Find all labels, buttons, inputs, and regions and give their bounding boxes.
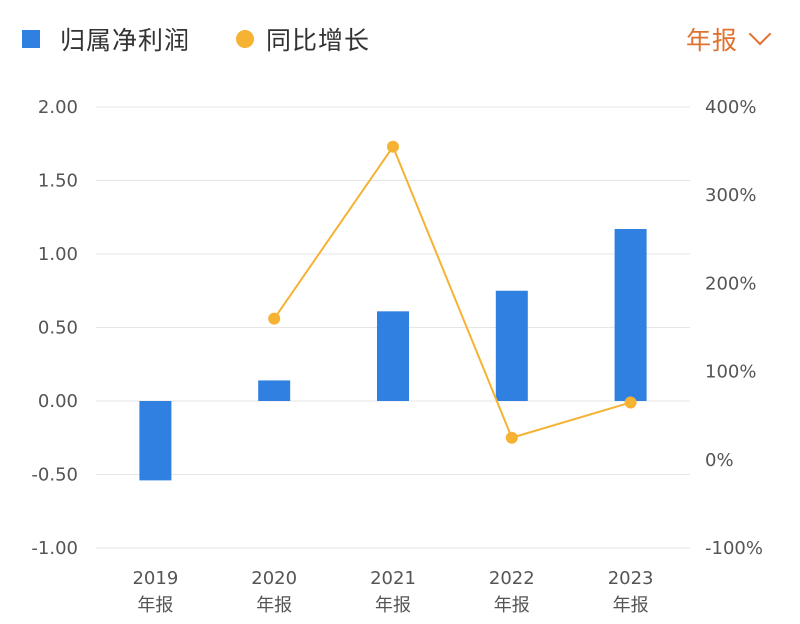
growth-point-2020 [268,312,281,325]
x-axis-year-label: 2020 [251,568,297,589]
report-period-label: 年报 [685,26,738,55]
growth-point-2023 [624,396,637,409]
growth-point-2022 [505,431,518,444]
right-axis-tick-label: 200% [705,273,756,294]
report-period-selector[interactable]: 年报 [685,22,772,56]
left-axis-tick-label: 0.00 [38,391,78,412]
x-axis-period-label: 年报 [494,595,530,616]
x-axis-year-label: 2023 [608,568,654,589]
left-axis-tick-label: 2.00 [38,97,78,118]
bar-2020 [258,380,291,401]
x-axis-period-label: 年报 [613,595,649,616]
right-axis-tick-label: 300% [705,185,756,206]
left-axis-tick-label: -0.50 [31,465,78,486]
bar-2019 [139,401,172,481]
bar-2022 [495,290,528,401]
legend-label-net-profit: 归属净利润 [60,26,191,55]
bar-2023 [614,229,647,401]
legend-item-net-profit[interactable]: 归属净利润 [22,21,190,57]
x-axis-year-label: 2019 [132,568,178,589]
left-axis-tick-label: 1.00 [38,244,78,265]
legend-label-yoy-growth: 同比增长 [266,26,371,55]
left-axis-tick-label: -1.00 [31,538,78,559]
x-axis-period-label: 年报 [137,595,173,616]
bar-2021 [377,311,409,401]
line-series-swatch [236,30,255,48]
left-axis-tick-label: 1.50 [38,171,78,192]
x-axis-period-label: 年报 [256,595,292,616]
left-axis-tick-label: 0.50 [38,318,78,339]
x-axis-year-label: 2022 [489,568,535,589]
bar-series-swatch [22,30,40,48]
chart-legend: 归属净利润 同比增长 [22,22,416,56]
right-axis-tick-label: -100% [705,538,763,559]
x-axis-year-label: 2021 [370,568,416,589]
right-axis-tick-label: 400% [705,97,756,118]
right-axis-tick-label: 0% [705,450,734,471]
growth-line [273,144,631,439]
growth-point-2021 [387,140,399,153]
legend-item-yoy-growth[interactable]: 同比增长 [236,21,370,57]
right-axis-tick-label: 100% [705,362,756,383]
x-axis-period-label: 年报 [375,595,411,616]
